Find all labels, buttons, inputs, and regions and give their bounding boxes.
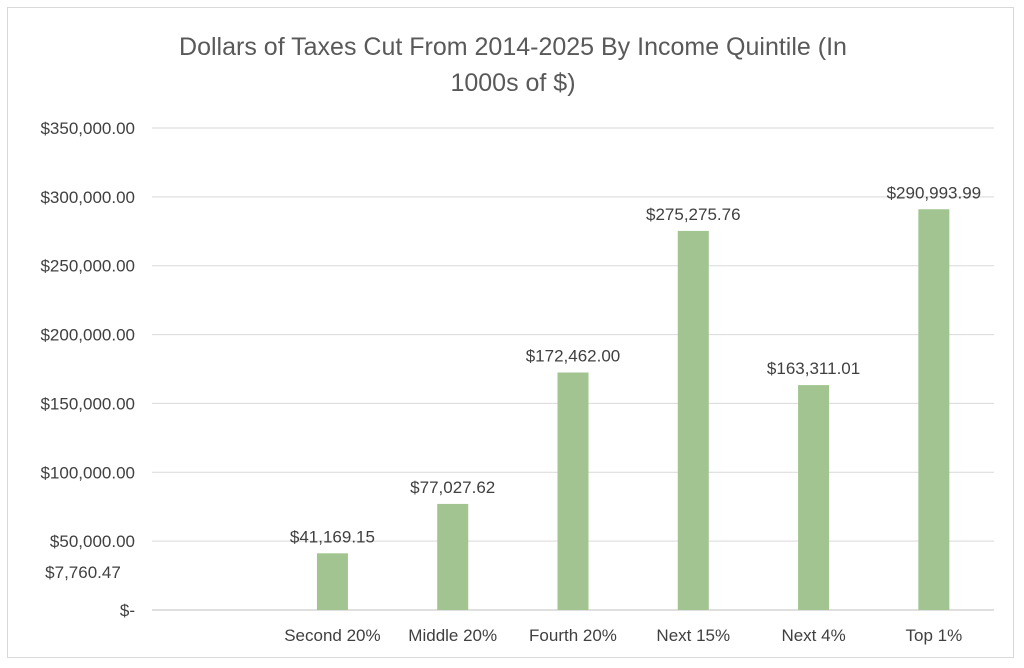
data-label: $41,169.15 (290, 527, 375, 546)
bar (557, 372, 589, 610)
bar (316, 553, 348, 610)
x-category-label: Fourth 20% (529, 626, 617, 645)
bar (197, 599, 228, 610)
bar-chart: Dollars of Taxes Cut From 2014-2025 By I… (40, 33, 994, 645)
bar (437, 503, 469, 610)
data-label: $172,462.00 (526, 346, 621, 365)
x-category-label: Next 4% (781, 626, 845, 645)
y-tick-label: $250,000.00 (40, 257, 135, 276)
data-labels: $7,760.47 $41,169.15 $77,027.62 $172,462.00… (45, 183, 981, 582)
y-tick-label: $50,000.00 (50, 532, 135, 551)
bar (918, 209, 950, 610)
data-label: $77,027.62 (410, 478, 495, 497)
x-axis-category-labels: Second 20% Middle 20% Fourth 20% Next 15% Ne… (284, 626, 962, 645)
x-category-label: Next 15% (656, 626, 730, 645)
y-tick-label: $300,000.00 (40, 188, 135, 207)
data-label: $163,311.01 (767, 359, 860, 378)
x-category-label: Middle 20% (408, 626, 497, 645)
data-label: $7,760.47 (45, 563, 121, 582)
chart-frame: Dollars of Taxes Cut From 2014-2025 By I… (7, 7, 1014, 658)
y-tick-label: $100,000.00 (40, 463, 135, 482)
x-category-label: Top 1% (906, 626, 963, 645)
x-category-label: Second 20% (284, 626, 380, 645)
data-label: $290,993.99 (887, 183, 982, 202)
y-tick-label: $350,000.00 (40, 119, 135, 138)
bar (677, 230, 709, 611)
y-tick-label: $150,000.00 (40, 394, 135, 413)
bar (798, 385, 830, 610)
y-tick-label: $200,000.00 (40, 326, 135, 345)
bars (197, 209, 950, 611)
y-axis-tick-labels: $- $50,000.00 $100,000.00 $150,000.00 $200,0… (40, 119, 135, 620)
chart-title: Dollars of Taxes Cut From 2014-2025 By I… (179, 33, 847, 97)
data-label: $275,275.76 (646, 205, 741, 224)
y-tick-label: $- (120, 601, 135, 620)
chart-title-line-1: Dollars of Taxes Cut From 2014-2025 By I… (179, 33, 847, 61)
chart-title-line-2: 1000s of $) (450, 69, 575, 97)
